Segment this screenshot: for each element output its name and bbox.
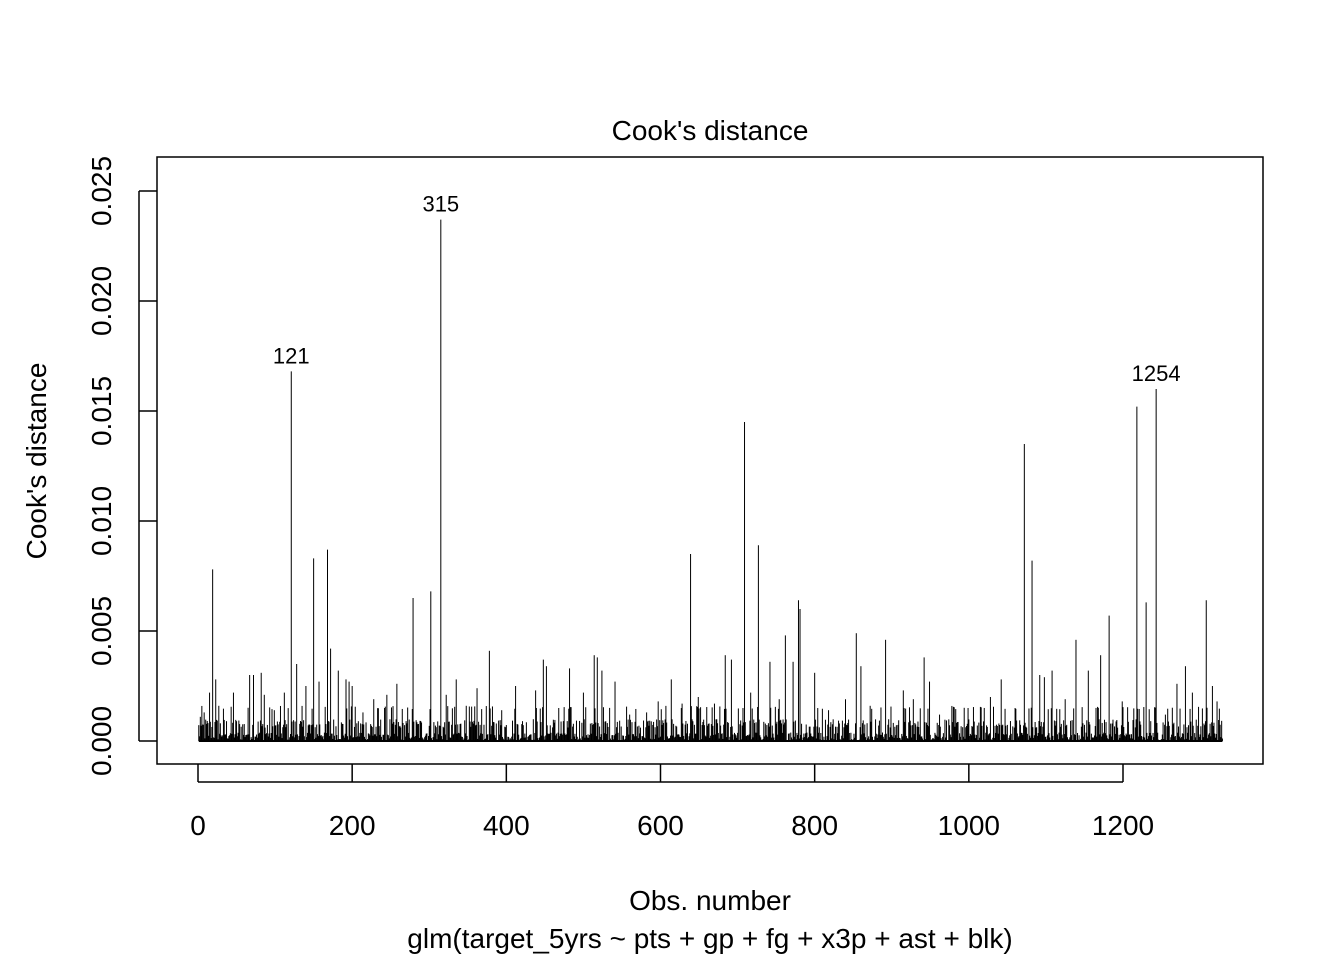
y-tick-label-5: 0.025 — [86, 156, 117, 226]
spike-group — [198, 219, 1223, 742]
y-axis: 0.000 0.005 0.010 0.015 0.020 0.025 — [86, 156, 157, 776]
x-tick-label-3: 600 — [637, 810, 684, 841]
x-tick-label-6: 1200 — [1092, 810, 1154, 841]
x-tick-label-1: 200 — [329, 810, 376, 841]
x-tick-label-2: 400 — [483, 810, 530, 841]
x-axis: 0 200 400 600 800 1000 1200 — [190, 764, 1154, 841]
x-tick-label-4: 800 — [791, 810, 838, 841]
y-tick-label-0: 0.000 — [86, 706, 117, 776]
x-tick-label-5: 1000 — [938, 810, 1000, 841]
chart-title: Cook's distance — [612, 115, 809, 146]
x-tick-label-0: 0 — [190, 810, 206, 841]
annotation-1254: 1254 — [1132, 361, 1181, 386]
y-tick-label-4: 0.020 — [86, 266, 117, 336]
x-axis-label: Obs. number — [629, 885, 791, 916]
annotation-group: 121 315 1254 — [273, 192, 1181, 386]
annotation-315: 315 — [422, 192, 459, 217]
plot-frame — [156, 156, 1264, 765]
y-tick-label-3: 0.015 — [86, 376, 117, 446]
model-formula-subtitle: glm(target_5yrs ~ pts + gp + fg + x3p + … — [407, 923, 1012, 954]
y-axis-label: Cook's distance — [21, 363, 52, 560]
annotation-121: 121 — [273, 343, 310, 368]
y-tick-label-2: 0.010 — [86, 486, 117, 556]
y-tick-label-1: 0.005 — [86, 596, 117, 666]
